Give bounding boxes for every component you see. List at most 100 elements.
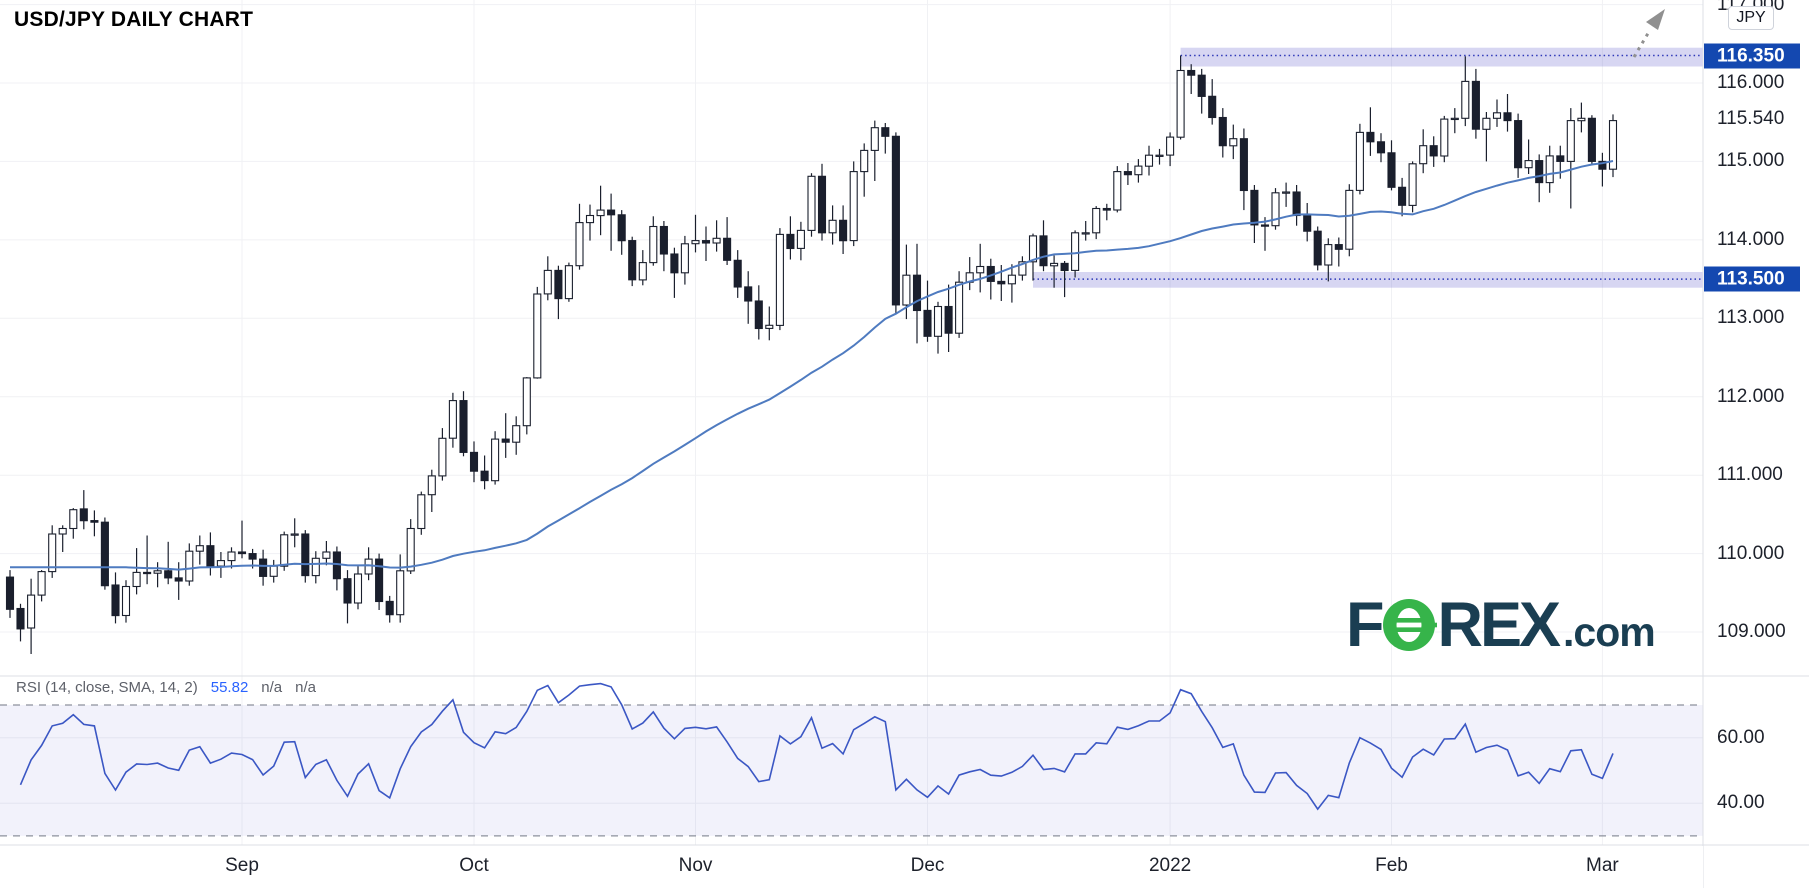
time-axis-label-dec: Dec	[910, 855, 945, 876]
candle-body-down	[375, 558, 384, 603]
resistance-zone[interactable]	[1180, 47, 1703, 67]
candle-body-up	[1282, 191, 1291, 194]
candle-body-down	[754, 300, 763, 330]
candle-body-down	[1060, 262, 1069, 272]
candle-body-up	[564, 265, 573, 300]
rsi-axis-label: 60.00	[1717, 726, 1765, 748]
candle-body-up	[1144, 154, 1154, 167]
rsi-indicator-legend[interactable]: RSI (14, close, SMA, 14, 2) 55.82 n/a n/…	[16, 679, 316, 696]
candle-body-up	[1545, 155, 1554, 184]
time-axis[interactable]: Sep Oct Nov Dec 2022 Feb Mar	[0, 846, 1703, 888]
candle-body-up	[1166, 136, 1175, 156]
candle-body-up	[955, 281, 964, 334]
candle-body-down	[1471, 80, 1480, 130]
candle-body-down	[259, 558, 268, 577]
support-zone[interactable]	[1033, 272, 1703, 288]
candle-body-up	[585, 214, 595, 224]
rsi-na-1: n/a	[261, 679, 283, 696]
candle-body-down	[1250, 189, 1259, 226]
candle-body-up	[680, 243, 689, 274]
candle-body-up	[311, 557, 320, 577]
candle-body-up	[849, 171, 858, 242]
candle-body-up	[132, 571, 141, 588]
candle-body-up	[796, 229, 805, 249]
candle-body-down	[912, 274, 922, 312]
candle-body-down	[891, 135, 900, 306]
candle-body-down	[90, 520, 99, 523]
candle-body-down	[1429, 145, 1438, 157]
candle-body-down	[659, 225, 668, 255]
candle-body-up	[902, 274, 911, 306]
price-axis-label: 114.000	[1717, 228, 1785, 250]
candle-body-up	[280, 534, 289, 567]
candle-body-up	[1092, 207, 1101, 234]
candle-body-up	[1050, 262, 1059, 267]
candle-body-down	[607, 209, 616, 216]
candle-body-up	[1176, 69, 1185, 138]
candle-body-down	[839, 219, 848, 242]
candle-body-up	[512, 425, 521, 443]
candle-body-up	[1492, 112, 1502, 119]
forex-com-watermark: F REX .com	[1346, 590, 1656, 660]
candle-body-up	[1271, 192, 1280, 227]
price-axis-label: 115.540	[1717, 108, 1785, 130]
rsi-indicator-name: RSI (14, close, SMA, 14, 2)	[16, 679, 198, 696]
time-axis-label-mar: Mar	[1586, 855, 1619, 876]
candle-body-up	[860, 149, 869, 173]
candle-body-up	[1608, 120, 1618, 170]
candle-body-up	[396, 570, 405, 616]
candle-body-up	[712, 237, 721, 244]
candle-body-down	[1102, 207, 1111, 211]
candle-body-down	[248, 553, 257, 560]
candle-body-up	[1440, 118, 1449, 157]
candle-body-down	[301, 533, 310, 577]
candle-body-down	[1123, 171, 1132, 176]
sma-50-line	[10, 160, 1614, 571]
support-price-badge[interactable]: 113.500	[1704, 266, 1800, 292]
candle-body-up	[269, 565, 278, 577]
candle-body-up	[1134, 165, 1143, 176]
price-axis-label: 116.000	[1717, 72, 1785, 93]
candle-body-down	[16, 607, 25, 630]
candle-body-down	[1514, 120, 1523, 169]
rsi-indicator-value: 55.82	[210, 679, 249, 696]
candle-body-down	[111, 584, 120, 617]
candle-body-up	[976, 265, 985, 274]
candle-body-down	[733, 259, 742, 288]
up-trend-arrow-annotation[interactable]	[1632, 9, 1665, 58]
candle-body-up	[533, 293, 542, 379]
candle-body-up	[649, 225, 658, 264]
candle-body-up	[216, 560, 225, 567]
rsi-na-2: n/a	[295, 679, 317, 696]
logo-letters-rex: REX	[1437, 590, 1561, 660]
candle-body-down	[1503, 112, 1512, 122]
price-axis-label: 109.000	[1717, 621, 1786, 642]
candle-body-down	[1187, 69, 1196, 76]
currency-badge-jpy[interactable]: JPY	[1728, 6, 1774, 30]
candle-body-down	[1313, 230, 1322, 266]
candle-body-up	[575, 222, 584, 267]
candle-body-up	[290, 533, 299, 536]
resistance-price-badge[interactable]: 116.350	[1704, 43, 1800, 68]
candle-body-down	[1292, 191, 1301, 217]
candle-body-down	[881, 127, 890, 137]
candle-body-down	[1535, 160, 1544, 184]
candle-body-down	[1587, 117, 1596, 162]
candle-body-up	[870, 127, 879, 151]
page-title: USD/JPY DAILY CHART	[14, 8, 254, 31]
candle-body-up	[1345, 189, 1354, 250]
candle-body-down	[554, 269, 563, 300]
candle-body-up	[491, 438, 500, 482]
candle-body-up	[1018, 261, 1027, 276]
candle-body-up	[406, 527, 415, 572]
price-axis[interactable]: 40.00 60.00 109.000 110.000 111.000 112.000 11…	[1704, 0, 1809, 888]
time-axis-label-sep: Sep	[225, 855, 259, 876]
candle-body-up	[691, 240, 700, 245]
candle-body-up	[438, 437, 447, 477]
price-axis-label: 115.000	[1717, 150, 1785, 172]
candle-body-down	[5, 576, 15, 610]
candle-body-up	[765, 324, 774, 329]
candle-body-up	[1408, 163, 1417, 206]
candle-body-up	[1113, 171, 1122, 211]
